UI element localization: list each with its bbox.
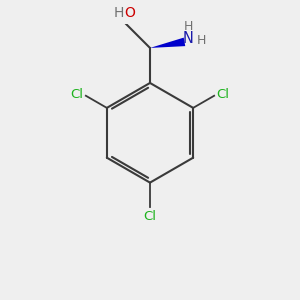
Text: Cl: Cl bbox=[71, 88, 84, 101]
Text: Cl: Cl bbox=[143, 210, 157, 223]
Text: H: H bbox=[113, 7, 124, 20]
Text: N: N bbox=[183, 31, 194, 46]
Text: Cl: Cl bbox=[216, 88, 229, 101]
Polygon shape bbox=[150, 38, 185, 48]
Text: O: O bbox=[124, 7, 135, 20]
Text: H: H bbox=[184, 20, 193, 33]
Text: H: H bbox=[196, 34, 206, 47]
